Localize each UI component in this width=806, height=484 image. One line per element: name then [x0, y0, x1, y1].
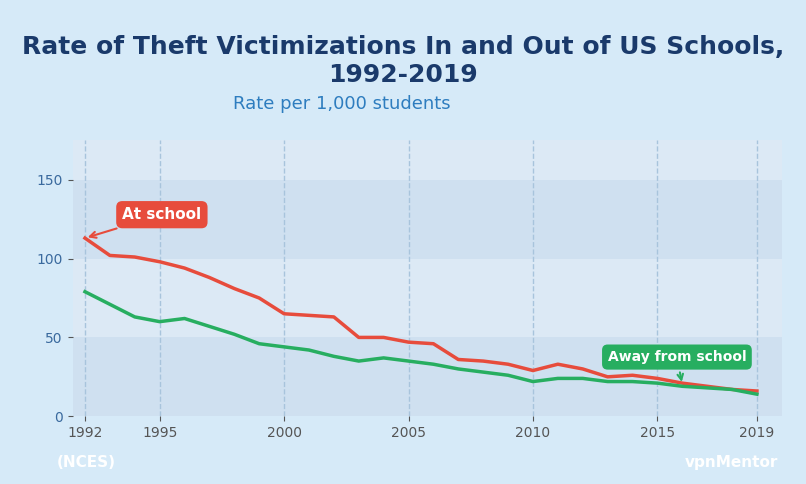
- Text: At school: At school: [90, 207, 202, 238]
- Bar: [73, 140, 782, 180]
- Text: Away from school: Away from school: [608, 350, 746, 380]
- Text: (NCES): (NCES): [56, 455, 115, 469]
- Bar: [73, 258, 782, 337]
- Bar: [73, 337, 782, 416]
- Text: Rate per 1,000 students: Rate per 1,000 students: [233, 95, 451, 113]
- Text: Rate of Theft Victimizations In and Out of US Schools,
1992-2019: Rate of Theft Victimizations In and Out …: [22, 35, 784, 87]
- Text: vpnMentor: vpnMentor: [685, 455, 779, 469]
- Bar: [73, 180, 782, 258]
